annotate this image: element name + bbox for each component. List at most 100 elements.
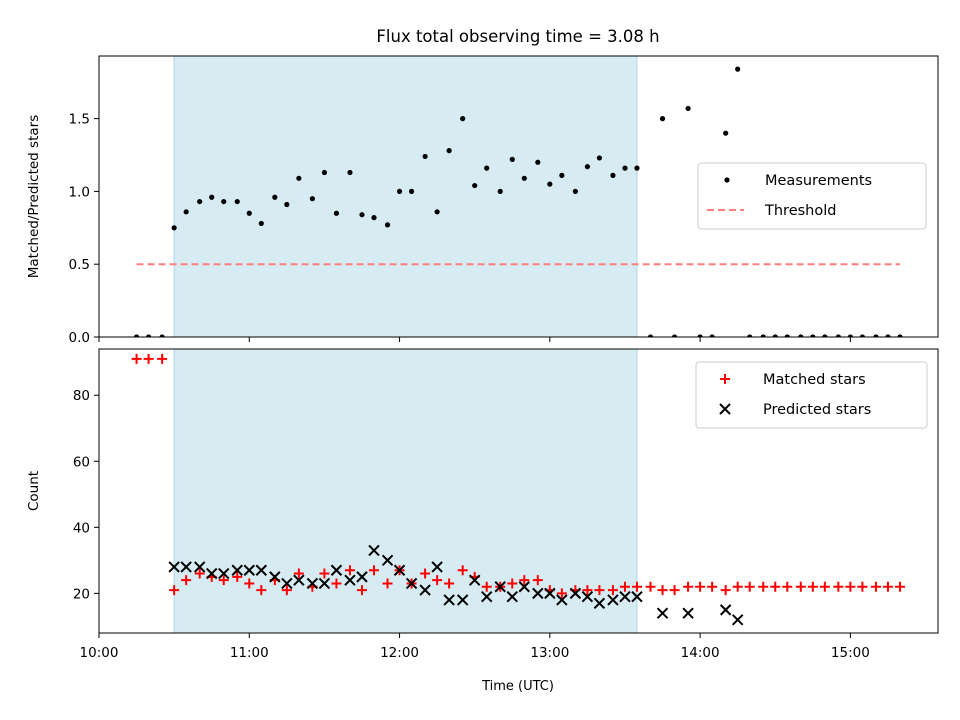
data-point	[444, 578, 455, 589]
data-point	[519, 575, 530, 586]
data-point	[607, 594, 619, 606]
data-point	[870, 581, 881, 592]
data-point	[885, 334, 891, 337]
data-point	[720, 585, 731, 596]
data-point	[408, 188, 415, 195]
legend-label: Threshold	[764, 203, 836, 219]
data-point	[735, 66, 741, 72]
x-tick-label: 13:00	[530, 645, 569, 661]
data-point	[697, 334, 703, 337]
data-point	[682, 607, 694, 619]
plot-area	[133, 56, 903, 337]
data-point	[760, 334, 766, 337]
axes-frame	[98, 55, 939, 338]
data-point	[758, 581, 769, 592]
y-tick-label: 20	[73, 586, 90, 602]
data-point	[157, 353, 168, 364]
data-point	[719, 604, 732, 616]
data-point	[544, 587, 556, 600]
data-point	[518, 581, 530, 593]
legend-swatch	[724, 177, 730, 183]
x-tick-label: 12:00	[380, 645, 419, 661]
data-point	[894, 581, 905, 592]
data-point	[647, 334, 654, 337]
data-point	[556, 588, 567, 599]
data-point	[293, 568, 304, 579]
data-point	[833, 581, 844, 592]
data-point	[296, 175, 302, 181]
data-point	[460, 116, 466, 122]
data-point	[420, 568, 431, 579]
data-point	[857, 581, 868, 592]
data-point	[582, 585, 593, 596]
data-point	[472, 182, 478, 189]
data-point	[631, 581, 642, 592]
legend-label: Matched stars	[763, 372, 866, 388]
data-point	[457, 565, 468, 576]
data-point	[707, 581, 718, 592]
data-point	[171, 225, 177, 231]
data-point	[356, 585, 367, 596]
data-point	[882, 581, 893, 592]
data-point	[685, 105, 691, 112]
data-point	[131, 353, 142, 364]
data-point	[607, 585, 618, 596]
data-point	[193, 561, 206, 573]
data-point	[456, 594, 469, 606]
data-point	[610, 172, 616, 178]
data-point	[169, 585, 180, 596]
data-point	[723, 130, 729, 136]
data-point	[234, 198, 240, 205]
data-point	[371, 215, 377, 221]
x-tick-label: 15:00	[831, 645, 870, 661]
data-point	[368, 544, 380, 557]
data-point	[393, 564, 406, 576]
top-panel: 0.0 0.5 1.0 1.5 Matched/Predicted stars Measu…	[26, 55, 939, 346]
data-point	[657, 585, 668, 596]
data-point	[732, 581, 743, 592]
data-point	[434, 209, 440, 215]
data-point	[897, 334, 903, 337]
data-point	[494, 581, 506, 593]
data-point	[584, 164, 591, 170]
data-point	[218, 567, 230, 580]
y-tick-label: 0.0	[69, 330, 90, 346]
data-point	[232, 571, 243, 582]
y-tick-label: 80	[73, 388, 90, 404]
data-point	[619, 581, 630, 592]
legend: Matched stars Predicted stars	[695, 361, 928, 429]
data-point	[446, 148, 452, 154]
data-point	[798, 334, 804, 337]
data-point	[246, 210, 252, 216]
data-point	[772, 334, 778, 337]
data-point	[782, 581, 793, 592]
data-point	[382, 578, 393, 589]
data-point	[143, 353, 154, 364]
data-point	[255, 564, 268, 576]
data-point	[572, 188, 578, 195]
data-point	[468, 574, 481, 586]
data-point	[396, 188, 403, 195]
y-tick-label: 0.5	[69, 257, 90, 273]
data-point	[497, 188, 503, 195]
data-point	[559, 172, 565, 178]
data-point	[181, 575, 192, 586]
legend-entry: Threshold	[707, 203, 836, 219]
data-point	[331, 578, 342, 589]
y-axis-label: Matched/Predicted stars	[26, 115, 42, 278]
data-point	[695, 581, 706, 592]
legend-entry: Measurements	[724, 173, 872, 189]
data-point	[258, 220, 264, 227]
data-point	[356, 571, 368, 583]
y-tick-label: 1.5	[69, 112, 90, 128]
data-point	[330, 564, 343, 576]
data-point	[819, 581, 830, 592]
data-point	[159, 334, 165, 337]
data-point	[532, 575, 543, 586]
legend-box	[695, 361, 928, 429]
data-point	[581, 590, 594, 603]
data-point	[671, 334, 678, 337]
data-point	[656, 607, 669, 619]
data-point	[731, 614, 744, 626]
legend-entry: Matched stars	[720, 372, 866, 388]
